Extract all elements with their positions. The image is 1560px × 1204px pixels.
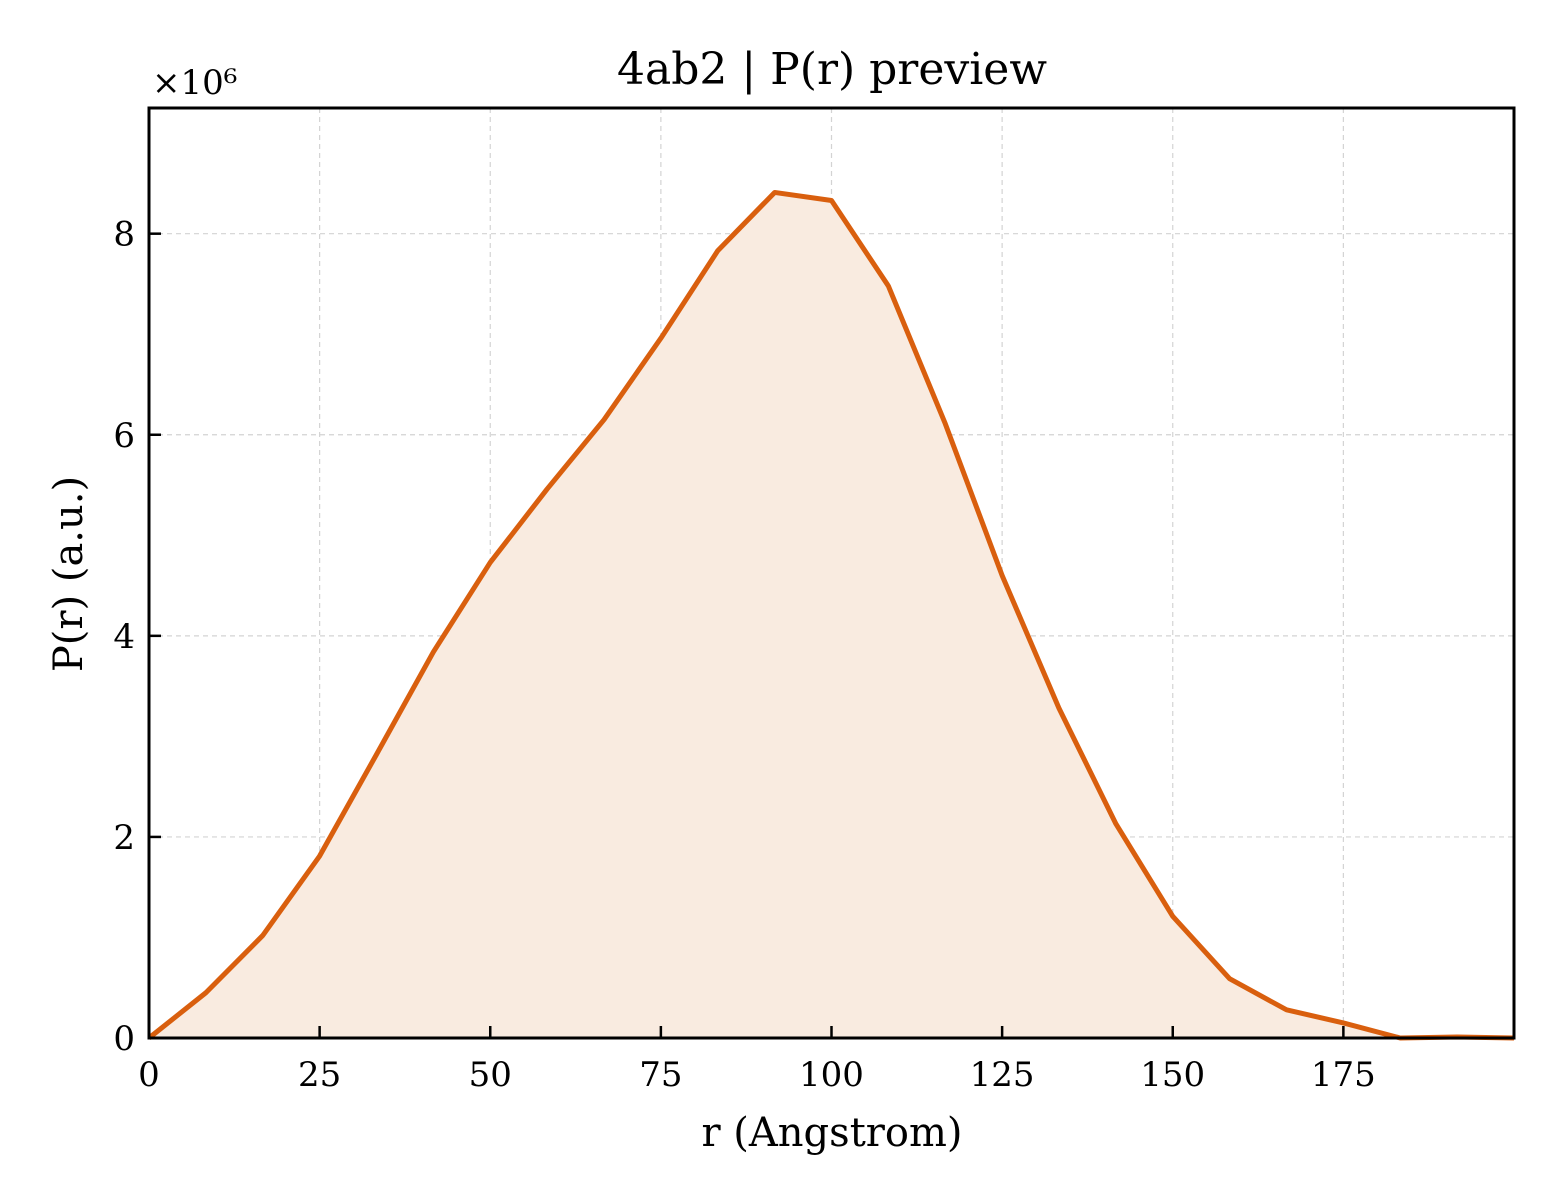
x-axis-label: r (Angstrom) [701,1110,962,1156]
x-tick-label-4: 100 [799,1055,864,1095]
x-tick-label-5: 125 [970,1055,1035,1095]
data-point-17 [1114,822,1118,826]
data-point-16 [1057,706,1061,710]
x-tick-label-7: 175 [1311,1055,1376,1095]
x-tick-label-2: 50 [469,1055,512,1095]
data-point-6 [488,560,492,564]
data-point-9 [659,336,663,340]
y-axis-multiplier: ×10⁶ [152,63,237,103]
y-tick-label-0: 0 [113,1019,135,1059]
data-point-7 [545,487,549,491]
data-point-13 [886,284,890,288]
pr-series-line [147,189,1515,1041]
data-point-2 [261,933,265,937]
data-point-15 [1000,574,1004,578]
data-point-21 [1341,1021,1345,1025]
data-point-14 [943,422,947,426]
x-tick-label-3: 75 [639,1055,682,1095]
x-tick-label-6: 150 [1140,1055,1205,1095]
data-point-12 [830,198,834,202]
y-tick-label-3: 6 [113,416,135,456]
y-tick-label-2: 4 [113,617,135,657]
chart-title: 4ab2 | P(r) preview [617,44,1047,95]
data-point-10 [716,249,720,253]
y-tick-label-1: 2 [113,818,135,858]
data-point-18 [1171,914,1175,918]
y-tick-label-4: 8 [113,215,135,255]
pr-area-fill [149,192,1514,1039]
data-point-5 [431,650,435,654]
x-tick-label-0: 0 [138,1055,160,1095]
x-tick-label-1: 25 [298,1055,341,1095]
y-axis-label: P(r) (a.u.) [46,476,92,672]
ticks-layer: 0 25 50 75 100 125 150 175 0 2 4 6 8 [113,215,1375,1095]
data-point-3 [318,854,322,858]
data-point-20 [1285,1008,1289,1012]
data-point-1 [204,991,208,995]
data-point-11 [773,190,777,194]
data-point-8 [602,418,606,422]
data-point-19 [1228,977,1232,981]
data-point-4 [374,752,378,756]
